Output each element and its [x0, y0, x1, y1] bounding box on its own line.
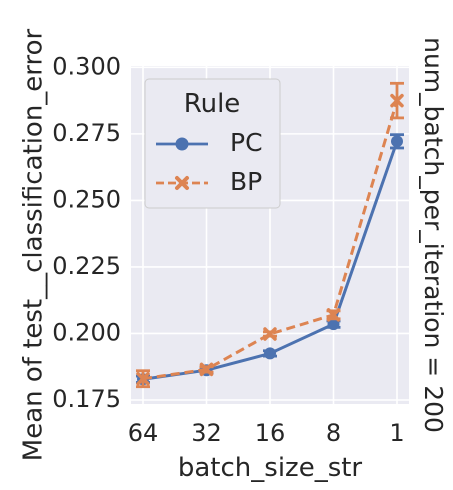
legend-bp-marker: [175, 176, 189, 190]
data-point: [199, 362, 214, 377]
y-tick-labels: 0.175 0.200 0.225 0.250 0.275 0.300: [52, 52, 121, 413]
x-axis-label: batch_size_str: [178, 453, 363, 483]
data-point: [264, 347, 276, 360]
series-line: [142, 100, 399, 381]
x-tick-label: 32: [191, 419, 222, 447]
data-point: [263, 327, 277, 341]
legend-pc-label: PC: [230, 128, 263, 157]
data-point: [390, 93, 404, 108]
data-point: [391, 135, 403, 148]
legend-pc-marker: [175, 137, 189, 151]
legend-box: [144, 78, 281, 209]
y-tick-label: 0.275: [52, 119, 121, 147]
y-axis-label: Mean of test__classification_error: [19, 28, 49, 461]
x-tick-label: 16: [255, 419, 286, 447]
y-tick-label: 0.200: [52, 318, 121, 346]
data-point: [327, 318, 340, 331]
y-tick-label: 0.175: [52, 385, 121, 413]
y-tick-label: 0.300: [52, 52, 121, 80]
x-tick-label: 1: [389, 419, 404, 447]
facet-label: num_batch_per_iteration = 200: [419, 37, 448, 433]
data-point: [136, 371, 150, 386]
legend-bp-label: BP: [230, 167, 262, 196]
series-group: [136, 81, 404, 389]
series-bp: [136, 81, 404, 389]
y-tick-label: 0.250: [52, 185, 121, 213]
legend: Rule PC BP: [144, 78, 281, 209]
y-tick-label: 0.225: [52, 252, 121, 280]
x-tick-labels: 64 32 16 8 1: [128, 419, 405, 447]
x-tick-label: 64: [128, 419, 159, 447]
x-tick-label: 8: [326, 419, 341, 447]
data-point: [326, 308, 341, 322]
legend-title: Rule: [184, 89, 241, 119]
